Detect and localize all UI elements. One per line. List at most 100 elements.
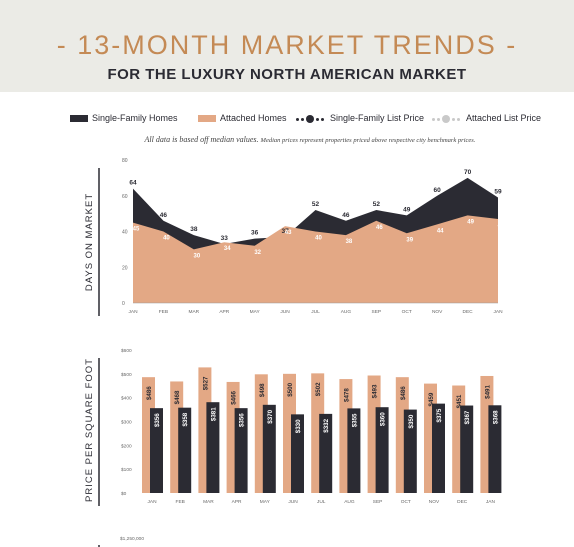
bar-label-attached: $466	[231, 390, 238, 404]
bar-single-family	[206, 402, 220, 493]
data-label-single-family: 60	[434, 187, 442, 194]
bar-label-attached: $498	[259, 383, 266, 397]
data-label-attached: 39	[406, 237, 413, 243]
y-tick-label: $0	[121, 491, 127, 497]
data-label-single-family: 33	[221, 235, 229, 242]
series-area-attached	[133, 215, 498, 303]
note-main: All data is based off median values.	[144, 135, 259, 144]
y-tick-label: $400	[121, 396, 132, 402]
x-tick-label: OCT	[401, 499, 411, 505]
x-tick-label: APR	[232, 499, 242, 505]
data-label-attached: 38	[346, 239, 353, 245]
bar-single-family	[319, 413, 333, 493]
bar-label-single-family: $375	[436, 408, 443, 422]
x-tick-label: NOV	[432, 309, 443, 315]
data-label-single-family: 52	[373, 201, 381, 208]
data-label-single-family: 59	[494, 189, 502, 196]
x-tick-label: MAY	[260, 499, 271, 505]
bar-label-attached: $500	[287, 382, 294, 396]
x-tick-label: FEB	[159, 309, 168, 315]
data-label-attached: 34	[224, 246, 231, 252]
legend-label: Attached List Price	[466, 113, 542, 123]
y-tick-label: 20	[122, 265, 128, 271]
data-note: All data is based off median values. Med…	[0, 135, 574, 144]
x-tick-label: DEC	[457, 499, 468, 505]
legend-attached: Attached Homes	[198, 112, 287, 124]
bar-label-single-family: $332	[323, 418, 330, 432]
y-tick-label: $100	[121, 467, 132, 473]
x-tick-label: OCT	[402, 309, 412, 315]
data-label-single-family: 64	[129, 180, 137, 187]
bar-label-single-family: $356	[154, 413, 161, 427]
data-label-attached: 40	[315, 236, 322, 242]
bar-label-single-family: $356	[239, 413, 246, 427]
bar-label-attached: $478	[343, 388, 350, 402]
data-label-single-family: 37	[281, 228, 289, 235]
data-label-attached: 30	[193, 253, 200, 259]
x-tick-label: AUG	[341, 309, 352, 315]
legend-swatch-dark	[70, 115, 88, 123]
x-tick-label: FEB	[176, 499, 185, 505]
bar-single-family	[488, 405, 502, 493]
x-tick-label: JUL	[311, 309, 320, 315]
data-label-attached: 40	[163, 236, 170, 242]
bar-single-family	[262, 404, 276, 493]
data-label-attached: 32	[254, 250, 261, 256]
legend-label: Single-Family List Price	[330, 113, 425, 123]
x-tick-label: MAR	[188, 309, 199, 315]
legend-dots-dark	[296, 113, 326, 125]
bar-single-family	[460, 405, 474, 493]
note-detail: Median prices represent properties price…	[260, 137, 476, 144]
x-tick-label: JUN	[288, 499, 298, 505]
data-label-attached: 47	[498, 223, 505, 229]
bar-label-single-family: $360	[380, 412, 387, 426]
data-label-single-family: 46	[342, 212, 350, 219]
header-banner: - 13-MONTH MARKET TRENDS - FOR THE LUXUR…	[0, 0, 574, 92]
x-tick-label: JUN	[280, 309, 290, 315]
y-axis-label: PRICE PER SQUARE FOOT	[84, 358, 95, 502]
x-tick-label: DEC	[463, 309, 474, 315]
x-tick-label: MAY	[250, 309, 261, 315]
legend-label: Attached Homes	[220, 113, 287, 123]
data-label-attached: 45	[133, 227, 140, 233]
x-tick-label: SEP	[372, 309, 382, 315]
bar-label-single-family: $381	[210, 407, 217, 421]
x-tick-label: JUL	[317, 499, 326, 505]
legend-single-family-price: Single-Family List Price	[296, 112, 424, 125]
x-tick-label: AUG	[344, 499, 355, 505]
data-label-single-family: 70	[464, 169, 472, 176]
bar-single-family	[291, 414, 304, 493]
bar-label-single-family: $367	[464, 410, 471, 424]
bar-label-single-family: $330	[295, 419, 302, 433]
bar-label-attached: $491	[484, 385, 491, 399]
data-label-attached: 43	[285, 230, 292, 236]
bar-label-attached: $459	[428, 392, 435, 406]
data-label-single-family: 46	[160, 212, 168, 219]
data-label-single-family: 49	[403, 206, 411, 213]
bar-label-single-family: $368	[492, 410, 499, 424]
legend-swatch-peach	[198, 115, 216, 123]
y-tick-label: 0	[122, 301, 125, 307]
y-tick-label: $1,250,000	[120, 536, 144, 542]
page-title: - 13-MONTH MARKET TRENDS -	[56, 30, 518, 60]
legend-dots-light	[432, 113, 462, 125]
bar-label-single-family: $350	[408, 414, 415, 428]
chart-legend: Single-Family Homes Attached Homes Singl…	[70, 112, 550, 126]
y-tick-label: $300	[121, 420, 132, 426]
x-tick-label: JAN	[493, 309, 503, 315]
bar-single-family	[375, 407, 389, 493]
bar-label-attached: $486	[146, 386, 153, 400]
bar-label-single-family: $355	[351, 413, 358, 427]
x-tick-label: JAN	[486, 499, 496, 505]
y-tick-label: 80	[122, 158, 128, 164]
legend-label: Single-Family Homes	[92, 113, 178, 123]
data-label-attached: 49	[467, 219, 474, 225]
bar-label-attached: $451	[456, 394, 463, 408]
bar-single-family	[347, 408, 361, 493]
x-tick-label: APR	[219, 309, 229, 315]
data-label-single-family: 38	[190, 226, 198, 233]
bar-label-single-family: $370	[267, 409, 274, 423]
bar-single-family	[150, 408, 163, 493]
bar-label-attached: $493	[372, 384, 379, 398]
